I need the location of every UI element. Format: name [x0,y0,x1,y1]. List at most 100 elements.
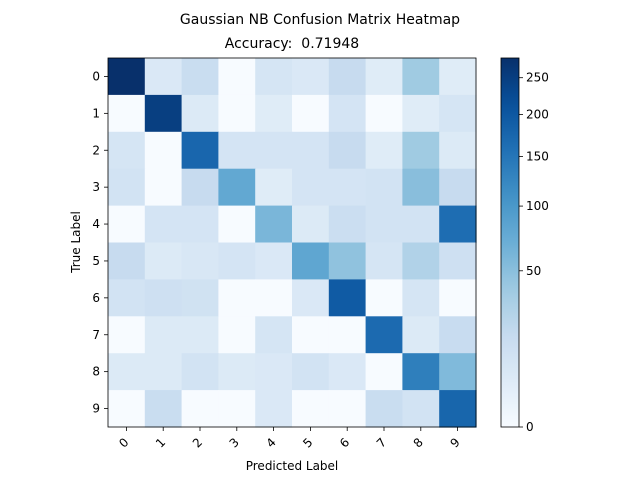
heatmap-cell [402,58,440,96]
colorbar-tick-label: 50 [526,264,541,278]
heatmap-cell [292,94,330,133]
heatmap-cell [402,390,440,428]
heatmap-cell [439,242,477,280]
heatmap-cell [108,353,146,391]
heatmap-cell [218,279,256,317]
heatmap-cell [255,242,293,280]
heatmap-cell [108,242,146,280]
heatmap-cell [255,168,293,207]
heatmap-cell [292,390,330,428]
heatmap-cell [439,58,477,96]
heatmap-cell [439,279,477,317]
heatmap-cell [292,279,330,317]
heatmap-cell [328,205,367,244]
heatmap-cell [108,316,146,354]
heatmap-cell [402,168,440,207]
heatmap-cell [108,94,146,133]
y-tick-label: 0 [92,69,100,83]
heatmap-cell [365,131,403,170]
heatmap-cell [365,94,403,133]
heatmap-cell [255,131,293,170]
heatmap-cell [328,390,367,428]
heatmap-cell [108,131,146,170]
heatmap-cell [328,353,367,391]
heatmap-cell [292,58,330,96]
heatmap-cell [439,353,477,391]
heatmap-cell [402,316,440,354]
heatmap-cell [328,279,367,317]
heatmap-cell [255,353,293,391]
heatmap-cell [365,205,403,244]
heatmap-cell [402,131,440,170]
heatmap-cell [218,242,256,280]
heatmap-cell [108,205,146,244]
heatmap-cell [328,168,367,207]
heatmap-cell [328,58,367,96]
y-tick-label: 7 [92,328,100,342]
heatmap-cell [218,58,256,96]
heatmap-cell [144,205,183,244]
heatmap-cell [218,205,256,244]
plot-frame [107,57,477,428]
heatmap-cell [328,131,367,170]
heatmap-cell [292,168,330,207]
heatmap-cell [292,131,330,170]
heatmap-cell [255,94,293,133]
y-tick-label: 2 [92,143,100,157]
heatmap-cell [365,168,403,207]
heatmap-cell [181,168,219,207]
heatmap-cell [439,168,477,207]
heatmap-cell [255,205,293,244]
heatmap-cell [365,390,403,428]
heatmap-cell [439,131,477,170]
heatmap-cell [181,279,219,317]
heatmap-cell [402,205,440,244]
y-axis-label: True Label [69,211,83,274]
heatmap-cell [181,390,219,428]
heatmap-cell [108,58,146,96]
heatmap-cell [402,279,440,317]
heatmap-cell [181,316,219,354]
heatmap-cell [181,242,219,280]
y-tick-label: 9 [92,402,100,416]
y-tick-label: 8 [92,365,100,379]
heatmap-cell [292,242,330,280]
heatmap-cell [181,131,219,170]
heatmap-cell [181,353,219,391]
heatmap-cell [292,316,330,354]
heatmap-cell [108,390,146,428]
heatmap-cells [108,58,477,428]
heatmap-cell [144,131,183,170]
heatmap-cell [218,131,256,170]
heatmap-cell [439,94,477,133]
heatmap-cell [292,205,330,244]
heatmap-cell [144,58,183,96]
heatmap-cell [218,353,256,391]
heatmap-cell [402,94,440,133]
heatmap-cell [181,94,219,133]
colorbar-tick-label: 250 [526,71,549,85]
heatmap-cell [181,58,219,96]
heatmap-cell [144,168,183,207]
heatmap-cell [144,279,183,317]
heatmap-cell [218,168,256,207]
heatmap-cell [108,168,146,207]
heatmap-cell [439,316,477,354]
heatmap-cell [144,94,183,133]
heatmap-cell [365,58,403,96]
heatmap-cell [255,58,293,96]
heatmap-cell [144,353,183,391]
colorbar [500,57,520,428]
heatmap-cell [108,279,146,317]
heatmap-cell [439,390,477,428]
colorbar-ticks: 0 50 100 150 200 250 [519,71,549,434]
colorbar-tick-label: 0 [526,420,534,434]
colorbar-tick-label: 100 [526,199,549,213]
chart-title: Gaussian NB Confusion Matrix Heatmap [180,12,460,28]
heatmap-cell [402,242,440,280]
y-tick-label: 3 [92,180,100,194]
heatmap-cell [255,390,293,428]
heatmap-cell [218,94,256,133]
heatmap-cell [328,94,367,133]
